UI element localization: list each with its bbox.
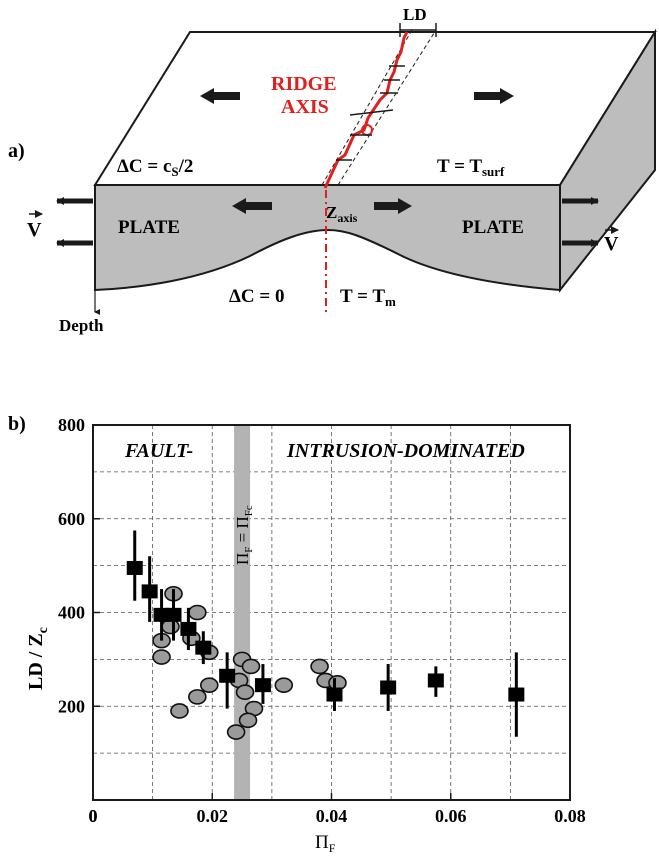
transform-fault-tick: [349, 109, 394, 116]
depth-label: Depth: [59, 316, 104, 335]
plate-arrow-right-icon: [374, 198, 412, 214]
right-surface-condition: T = Tsurf: [437, 156, 505, 179]
panel-a-label: a): [8, 140, 25, 162]
left-surface-condition: ΔC = cS/2: [117, 156, 193, 179]
ridge-label-line1: RIDGE: [271, 73, 337, 95]
plate-arrow-left-icon: [232, 198, 272, 214]
plate-label-right: PLATE: [462, 217, 524, 238]
plate-cross-section: [94, 184, 561, 292]
plate-label-left: PLATE: [118, 217, 180, 238]
spreading-arrow-left-icon: [200, 88, 240, 104]
spreading-arrow-right-icon: [474, 88, 514, 104]
ridge-axis-line: [323, 31, 409, 189]
velocity-label-left: V: [27, 219, 42, 241]
ld-boundary-line: [337, 29, 437, 186]
velocity-label-right: V: [604, 233, 619, 255]
z-axis-label: Zaxis: [326, 203, 358, 225]
bottom-condition-right: T = Tm: [340, 286, 396, 309]
ridge-label-line2: AXIS: [281, 96, 329, 118]
ld-label: LD: [403, 5, 427, 24]
bottom-condition-left: ΔC = 0: [229, 286, 284, 307]
